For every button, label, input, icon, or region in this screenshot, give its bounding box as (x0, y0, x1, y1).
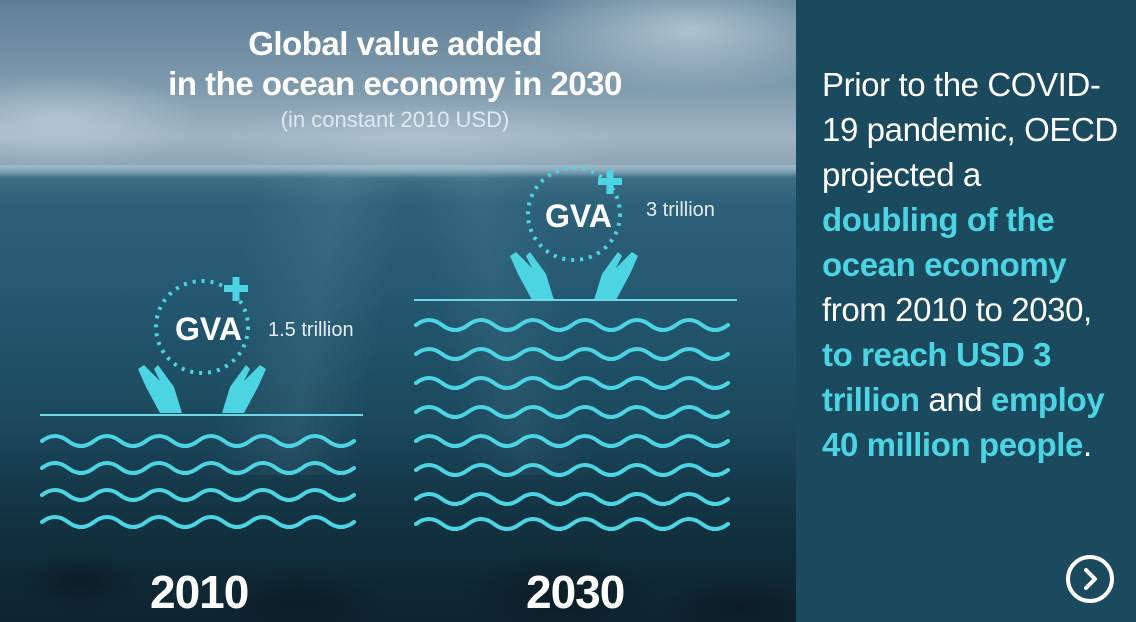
gva-2010-label: GVA (175, 311, 242, 347)
gva-2030-icon-group (508, 164, 648, 304)
light-rays (0, 175, 796, 475)
text-panel: Prior to the COVID-19 pandemic, OECD pro… (796, 0, 1136, 622)
next-button[interactable] (1066, 555, 1114, 603)
amount-2030: 3 trillion (646, 199, 715, 221)
waves-2010-icon (40, 414, 363, 529)
panel-highlight-1: doubling of the ocean economy (822, 201, 1067, 283)
panel-paragraph: Prior to the COVID-19 pandemic, OECD pro… (822, 62, 1122, 467)
amount-2010: 1.5 trillion (268, 319, 354, 341)
panel-highlight-2: to reach USD 3 trillion (822, 336, 1052, 418)
gva-circle-icon (510, 166, 638, 300)
waves-2030-icon (414, 299, 737, 531)
hands-icon (510, 252, 638, 300)
chevron-right-icon (1084, 568, 1097, 590)
title-line-2: in the ocean economy in 2030 (168, 65, 622, 102)
panel-text-2: from 2010 to 2030, (822, 291, 1092, 328)
title-subtitle: (in constant 2010 USD) (280, 107, 510, 132)
title-line-1: Global value added (248, 25, 542, 62)
hands-icon (138, 365, 266, 413)
panel-text-4: . (1082, 426, 1092, 463)
infographic-title: Global value added in the ocean economy … (110, 24, 680, 134)
panel-highlight-3: employ 40 million people (822, 381, 1105, 463)
gva-2030-label: GVA (545, 198, 612, 234)
panel-text-1: Prior to the COVID-19 pandemic, OECD pro… (822, 66, 1118, 193)
water-surface (0, 165, 796, 179)
year-2030: 2030 (526, 566, 625, 618)
year-2010: 2010 (150, 566, 249, 618)
gva-2010-icon-group (136, 277, 276, 417)
panel-text-3: and (919, 381, 992, 418)
gva-circle-icon (138, 277, 266, 413)
